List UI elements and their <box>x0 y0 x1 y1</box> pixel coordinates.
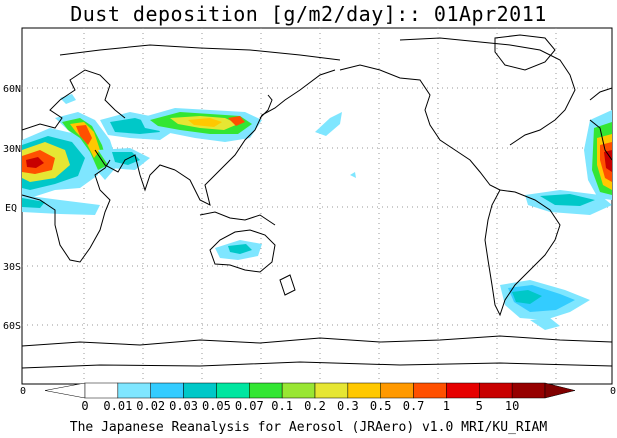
colorbar-swatch <box>216 382 250 399</box>
lat-label: 60S <box>3 321 21 332</box>
colorbar-swatch <box>446 382 480 399</box>
dust-deposition-field <box>22 94 612 330</box>
colorbar-swatch <box>117 382 151 399</box>
colorbar: 0 0.01 0.02 0.03 0.05 0.07 0.1 0.2 0.3 0.5 0.7 1 5 10 <box>44 382 576 413</box>
dust-pacific-plume <box>315 112 342 136</box>
colorbar-label: 1 <box>443 399 450 413</box>
lat-label: EQ <box>5 203 17 214</box>
grid-lines <box>22 28 612 384</box>
colorbar-label: 0.5 <box>370 399 392 413</box>
colorbar-edge-label-left: 0 <box>20 386 26 397</box>
colorbar-label: 0.07 <box>235 399 264 413</box>
colorbar-label: 0.05 <box>202 399 231 413</box>
colorbar-swatch <box>281 382 316 399</box>
colorbar-swatch <box>249 382 283 399</box>
colorbar-swatch <box>150 382 184 399</box>
colorbar-label: 0.7 <box>403 399 425 413</box>
lat-label: 60N <box>3 84 21 95</box>
colorbar-label: 0.3 <box>337 399 359 413</box>
colorbar-swatch <box>314 382 349 399</box>
lat-label: 30S <box>3 262 21 273</box>
colorbar-label: 0.2 <box>304 399 326 413</box>
colorbar-label: 5 <box>476 399 483 413</box>
colorbar-swatch <box>380 382 414 399</box>
colorbar-label: 0.01 <box>103 399 132 413</box>
coastlines <box>21 34 613 369</box>
colorbar-label: 0 <box>81 399 88 413</box>
colorbar-swatch <box>347 382 381 399</box>
colorbar-swatch <box>84 382 119 399</box>
colorbar-label: 10 <box>505 399 519 413</box>
footer-credit: The Japanese Reanalysis for Aerosol (JRA… <box>69 420 548 435</box>
colorbar-label: 0.03 <box>169 399 198 413</box>
colorbar-right-triangle <box>544 382 576 399</box>
colorbar-edge-label-right: 0 <box>610 386 616 397</box>
colorbar-swatch <box>413 382 447 399</box>
lat-label: 30N <box>3 144 21 155</box>
colorbar-left-triangle <box>44 382 86 399</box>
map-title: Dust deposition [g/m2/day]:: 01Apr2011 <box>70 2 547 26</box>
map-frame <box>21 27 613 385</box>
colorbar-swatch <box>183 382 217 399</box>
colorbar-label: 0.02 <box>136 399 165 413</box>
colorbar-swatch <box>511 382 546 399</box>
colorbar-label: 0.1 <box>271 399 293 413</box>
colorbar-swatch <box>479 382 513 399</box>
